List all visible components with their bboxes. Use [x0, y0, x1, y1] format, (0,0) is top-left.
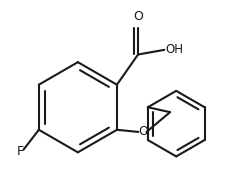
Text: O: O: [138, 126, 148, 139]
Text: O: O: [133, 10, 143, 23]
Text: F: F: [17, 145, 24, 158]
Text: OH: OH: [165, 43, 183, 56]
